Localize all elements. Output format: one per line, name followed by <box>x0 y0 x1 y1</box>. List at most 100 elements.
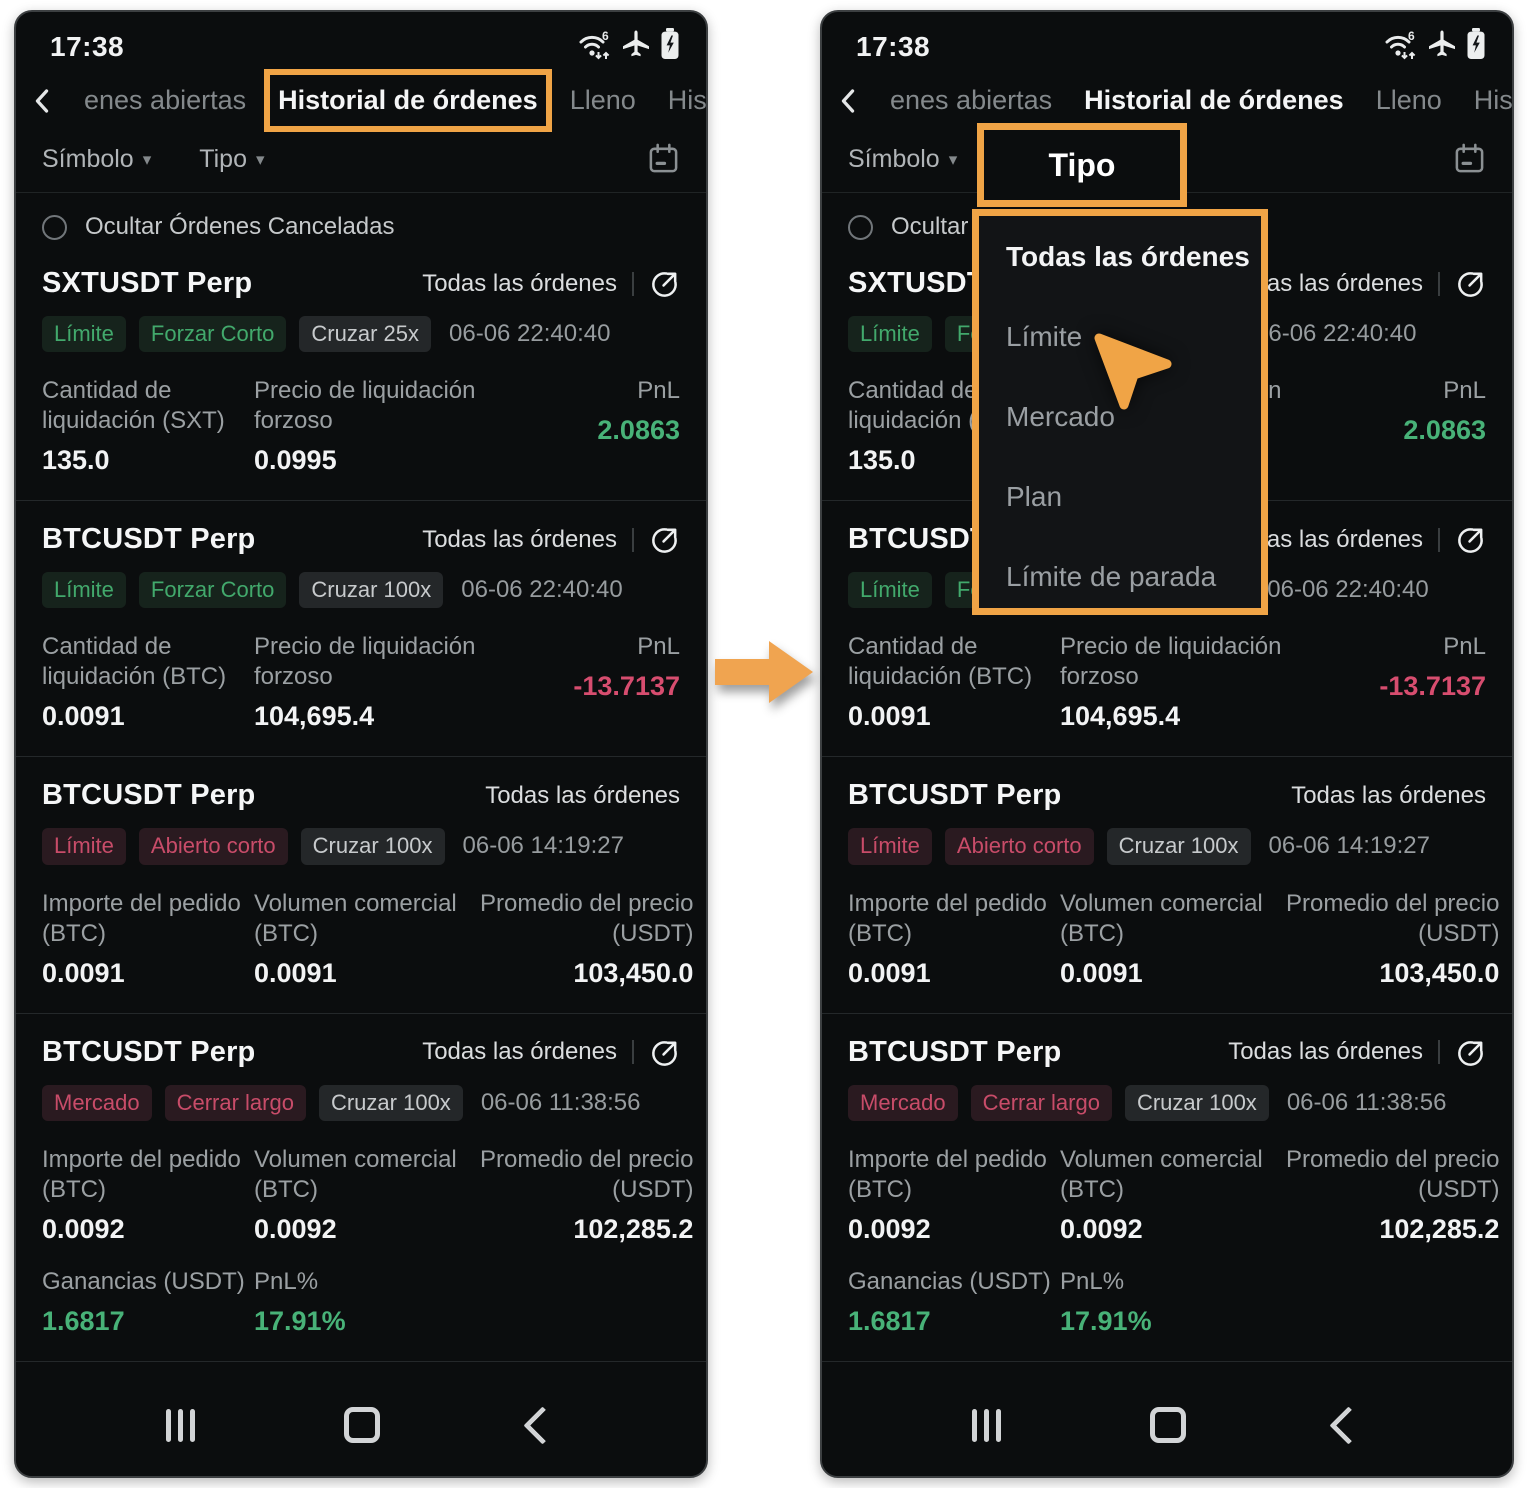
annotation-highlight-type-button: Tipo <box>977 123 1187 207</box>
hide-cancelled-checkbox[interactable] <box>848 214 873 240</box>
order-field-profit: Ganancias (USDT) 1.6817 <box>848 1267 1051 1336</box>
divider <box>16 192 706 193</box>
back-icon[interactable] <box>32 87 52 115</box>
order-card[interactable]: SXTUSDT Perp Todas las órdenes Límite Fo… <box>16 245 706 502</box>
order-field-pnl-percent: PnL% 17.91% <box>1060 1267 1152 1336</box>
order-scope-label: Todas las órdenes <box>422 525 617 553</box>
dropdown-item-limit[interactable]: Límite <box>1006 321 1083 352</box>
back-nav-icon[interactable] <box>1329 1405 1368 1445</box>
order-field: Promedio del precio (USDT) 102,285.2 <box>1286 1145 1500 1244</box>
chevron-down-icon: ▾ <box>255 150 265 169</box>
home-icon[interactable] <box>344 1407 380 1443</box>
order-field: Precio de liquidación forzoso 104,695.4 <box>254 633 476 732</box>
share-button[interactable] <box>649 1037 680 1068</box>
order-field: Promedio del precio (USDT) 103,450.0 <box>1286 889 1500 988</box>
tab-filled[interactable]: Lleno <box>1375 85 1442 115</box>
status-icons: 6 <box>1384 28 1486 65</box>
dropdown-item-all-orders[interactable]: Todas las órdenes <box>1006 241 1250 272</box>
type-filter-label: Tipo <box>199 144 247 173</box>
leverage-chip: Cruzar 100x <box>1106 828 1251 865</box>
order-datetime: 06-06 22:40:40 <box>1267 576 1429 604</box>
chevron-down-icon: ▾ <box>142 150 152 169</box>
order-side-chip: Forzar Corto <box>138 316 287 353</box>
leverage-chip: Cruzar 100x <box>1124 1084 1269 1121</box>
order-tabs: enes abiertas Historial de órdenes Lleno… <box>822 69 1512 134</box>
order-field-pnl-percent: PnL% 17.91% <box>254 1267 346 1336</box>
symbol-filter-dropdown[interactable]: Símbolo ▾ <box>42 145 151 174</box>
tab-history-cut[interactable]: Histo <box>1473 85 1512 115</box>
tab-filled[interactable]: Lleno <box>569 85 636 115</box>
order-field: Cantidad de liquidación (BTC) 0.0091 <box>848 633 1033 732</box>
tab-history-cut[interactable]: Histo <box>667 85 706 115</box>
back-nav-icon[interactable] <box>523 1405 562 1445</box>
order-datetime: 06-06 22:40:40 <box>461 576 623 604</box>
divider <box>1438 271 1440 296</box>
dropdown-item-stop-limit[interactable]: Límite de parada <box>1006 561 1217 592</box>
share-button[interactable] <box>649 524 680 555</box>
order-scope-label: Todas las órdenes <box>1228 1038 1423 1066</box>
tab-open-orders[interactable]: enes abiertas <box>84 85 247 115</box>
battery-charging-icon <box>660 28 680 65</box>
android-nav-bar <box>822 1388 1512 1476</box>
hide-cancelled-row[interactable]: Ocultar Órdenes Canceladas <box>16 193 706 245</box>
order-type-chip: Límite <box>42 828 126 865</box>
leverage-chip: Cruzar 100x <box>299 572 444 609</box>
order-card[interactable]: BTCUSDT Perp Todas las órdenes Límite Ab… <box>16 757 706 1014</box>
order-field: Importe del pedido (BTC) 0.0091 <box>848 889 1047 988</box>
order-scope-label: Todas las órdenes <box>422 269 617 297</box>
order-card[interactable]: BTCUSDT Perp Todas las órdenes Mercado C… <box>822 1014 1512 1362</box>
order-card[interactable]: BTCUSDT Perp Todas las órdenes Límite Fo… <box>16 501 706 758</box>
order-type-chip: Límite <box>42 316 126 353</box>
tab-order-history[interactable]: Historial de órdenes <box>1084 85 1344 115</box>
share-button[interactable] <box>1455 1037 1486 1068</box>
order-field: Promedio del precio (USDT) 103,450.0 <box>480 889 694 988</box>
order-field: Volumen comercial (BTC) 0.0092 <box>254 1145 457 1244</box>
share-button[interactable] <box>1455 268 1486 299</box>
divider <box>632 1040 634 1065</box>
order-field: Promedio del precio (USDT) 102,285.2 <box>480 1145 694 1244</box>
symbol-filter-label: Símbolo <box>42 144 134 173</box>
order-symbol: BTCUSDT Perp <box>848 779 1062 812</box>
recents-icon[interactable] <box>972 1408 1001 1442</box>
order-type-chip: Mercado <box>42 1084 152 1121</box>
svg-text:6: 6 <box>602 29 609 43</box>
leverage-chip: Cruzar 25x <box>299 316 431 353</box>
phone-screenshot: 17:38 6 <box>820 10 1514 1478</box>
share-button[interactable] <box>649 268 680 299</box>
type-filter-dropdown[interactable]: Tipo ▾ <box>199 145 264 174</box>
wifi6-icon: 6 <box>1384 29 1418 65</box>
order-side-chip: Cerrar largo <box>164 1084 306 1121</box>
calendar-icon[interactable] <box>647 142 680 176</box>
tab-open-orders[interactable]: enes abiertas <box>890 85 1053 115</box>
symbol-filter-dropdown[interactable]: Símbolo ▾ <box>848 145 957 174</box>
order-field: Volumen comercial (BTC) 0.0092 <box>1060 1145 1263 1244</box>
order-type-chip: Límite <box>42 572 126 609</box>
order-symbol: SXTUSDT Perp <box>42 267 253 299</box>
divider <box>1438 1040 1440 1065</box>
leverage-chip: Cruzar 100x <box>300 828 445 865</box>
filter-bar: Símbolo ▾ Tipo ▾ <box>16 134 706 192</box>
share-button[interactable] <box>1455 524 1486 555</box>
order-type-chip: Límite <box>848 828 932 865</box>
order-card[interactable]: BTCUSDT Perp Todas las órdenes Límite Ab… <box>822 757 1512 1014</box>
hide-cancelled-checkbox[interactable] <box>42 214 67 240</box>
dropdown-item-plan[interactable]: Plan <box>1006 481 1063 512</box>
divider <box>1438 527 1440 552</box>
tab-order-history[interactable]: Historial de órdenes <box>264 69 552 132</box>
order-card[interactable]: BTCUSDT Perp Todas las órdenes Mercado C… <box>16 1014 706 1362</box>
order-field-pnl: PnL 2.0863 <box>597 377 680 446</box>
recents-icon[interactable] <box>166 1408 195 1442</box>
dropdown-item-market[interactable]: Mercado <box>1006 401 1115 432</box>
order-symbol: BTCUSDT Perp <box>42 779 256 812</box>
chevron-down-icon: ▾ <box>948 150 958 169</box>
order-field: Importe del pedido (BTC) 0.0091 <box>42 889 241 988</box>
order-side-chip: Abierto corto <box>944 828 1094 865</box>
order-scope-label: Todas las órdenes <box>485 781 680 809</box>
order-datetime: 06-06 14:19:27 <box>1268 832 1430 860</box>
calendar-icon[interactable] <box>1453 142 1486 176</box>
order-symbol: BTCUSDT Perp <box>42 523 256 556</box>
back-icon[interactable] <box>838 87 858 115</box>
home-icon[interactable] <box>1150 1407 1186 1443</box>
